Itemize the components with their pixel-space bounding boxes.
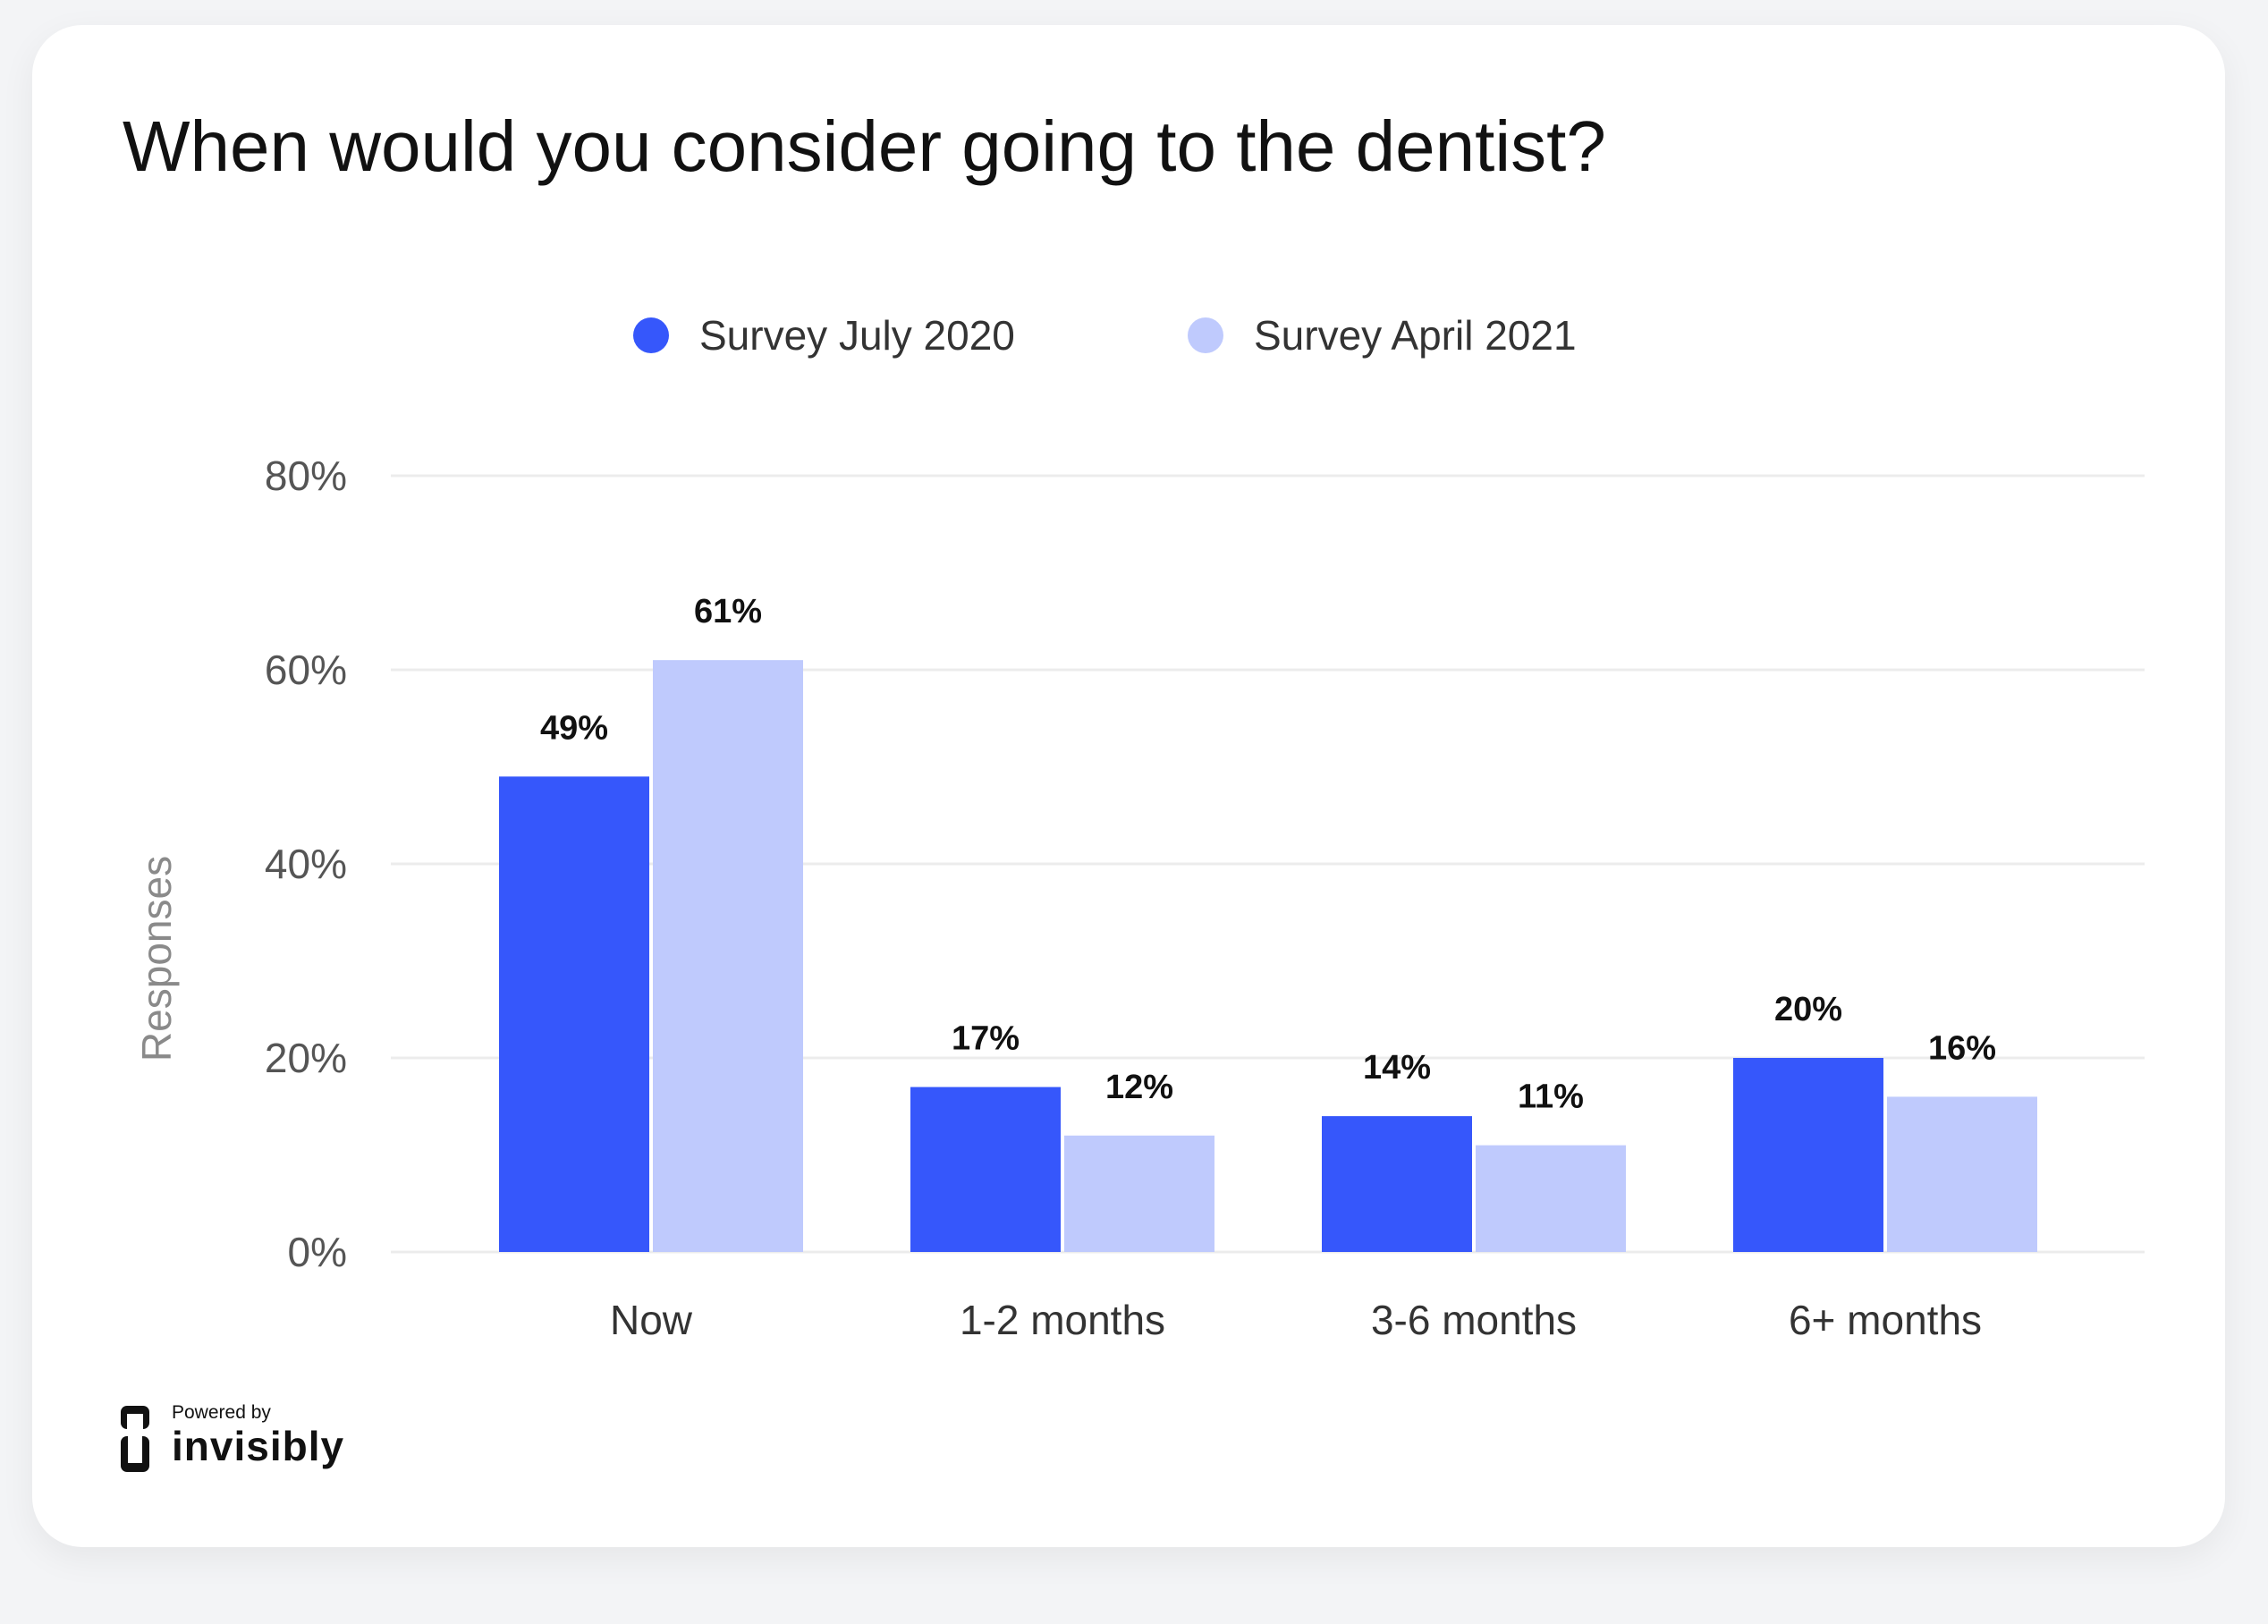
brand-name: invisibly [172,1423,345,1469]
legend-label-series-1: Survey July 2020 [699,312,1015,359]
legend-label-series-2: Survey April 2021 [1254,312,1577,359]
y-tick-label: 60% [265,647,347,693]
data-label: 12% [1105,1069,1173,1106]
bar [499,776,649,1252]
chart-card [32,25,2225,1547]
x-tick-label: 6+ months [1789,1297,1982,1343]
y-tick-label: 20% [265,1035,347,1081]
x-tick-label: 1-2 months [960,1297,1165,1343]
legend-swatch-series-2 [1188,317,1223,353]
powered-by-text: Powered by [172,1402,271,1423]
legend-item-series-2[interactable]: Survey April 2021 [1188,304,1577,367]
bar [1476,1145,1626,1252]
y-tick-label: 0% [288,1229,347,1275]
data-label: 16% [1928,1029,1996,1067]
bar [1322,1116,1472,1252]
chart-legend: Survey July 2020 Survey April 2021 [0,304,2268,367]
y-tick-label: 40% [265,841,347,887]
bar [1887,1096,2037,1252]
chart-title: When would you consider going to the den… [123,106,1606,186]
legend-swatch-series-1 [633,317,669,353]
x-tick-label: 3-6 months [1371,1297,1577,1343]
data-label: 11% [1518,1078,1584,1116]
data-label: 49% [540,709,608,747]
y-tick-label: 80% [265,453,347,499]
data-label: 61% [694,593,762,630]
invisibly-logo-icon [121,1406,149,1472]
data-label: 17% [952,1020,1020,1058]
bar [910,1087,1061,1252]
x-tick-label: Now [610,1297,693,1343]
bar [653,660,803,1252]
powered-by-badge[interactable]: Powered by invisibly [121,1395,389,1476]
legend-item-series-1[interactable]: Survey July 2020 [633,304,1015,367]
bar [1064,1135,1214,1252]
data-label: 14% [1363,1049,1431,1087]
data-label: 20% [1774,991,1842,1028]
bar [1733,1058,1883,1252]
